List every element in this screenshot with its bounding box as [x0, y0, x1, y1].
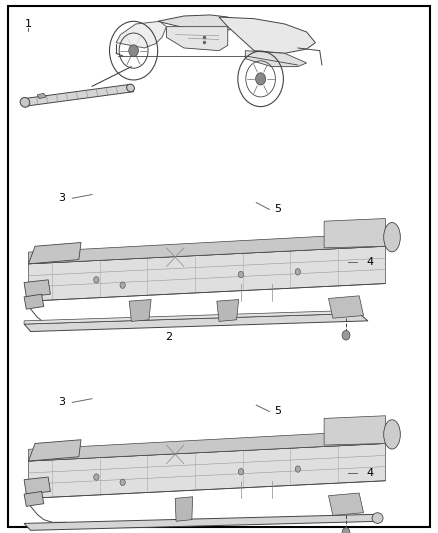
Circle shape	[94, 277, 99, 283]
Polygon shape	[37, 93, 46, 99]
Polygon shape	[219, 17, 315, 53]
Polygon shape	[24, 280, 50, 297]
Polygon shape	[175, 497, 193, 521]
Polygon shape	[28, 233, 385, 264]
Text: 3: 3	[58, 398, 65, 407]
Circle shape	[342, 528, 350, 533]
Circle shape	[342, 330, 350, 340]
Polygon shape	[24, 294, 44, 309]
Text: 1: 1	[25, 19, 32, 29]
Text: 4: 4	[367, 257, 374, 267]
Text: 3: 3	[58, 193, 65, 203]
Polygon shape	[28, 430, 385, 461]
Circle shape	[129, 45, 138, 56]
Polygon shape	[129, 300, 151, 321]
Polygon shape	[28, 443, 385, 498]
Polygon shape	[28, 246, 385, 301]
Circle shape	[238, 271, 244, 278]
Polygon shape	[324, 219, 385, 248]
Text: 2: 2	[165, 332, 172, 342]
Circle shape	[120, 282, 125, 288]
Ellipse shape	[127, 84, 134, 92]
Circle shape	[238, 469, 244, 475]
Polygon shape	[324, 416, 385, 445]
Polygon shape	[328, 493, 364, 515]
Text: 4: 4	[367, 469, 374, 478]
Ellipse shape	[384, 223, 400, 252]
Circle shape	[295, 466, 300, 472]
Text: 5: 5	[275, 407, 282, 416]
Polygon shape	[24, 514, 381, 530]
Polygon shape	[158, 15, 241, 32]
Text: 5: 5	[275, 205, 282, 214]
Circle shape	[120, 479, 125, 486]
Polygon shape	[24, 84, 134, 106]
Ellipse shape	[20, 98, 30, 107]
Polygon shape	[24, 313, 368, 332]
Polygon shape	[217, 300, 239, 321]
Polygon shape	[28, 440, 81, 461]
Circle shape	[94, 474, 99, 480]
Ellipse shape	[384, 420, 400, 449]
Polygon shape	[116, 21, 166, 48]
Polygon shape	[24, 477, 50, 494]
Polygon shape	[328, 296, 364, 318]
Ellipse shape	[372, 513, 383, 523]
Circle shape	[295, 269, 300, 275]
Polygon shape	[245, 51, 307, 67]
Polygon shape	[24, 491, 44, 506]
Polygon shape	[166, 27, 228, 51]
Polygon shape	[28, 243, 81, 264]
Circle shape	[256, 73, 265, 85]
Polygon shape	[24, 310, 359, 324]
